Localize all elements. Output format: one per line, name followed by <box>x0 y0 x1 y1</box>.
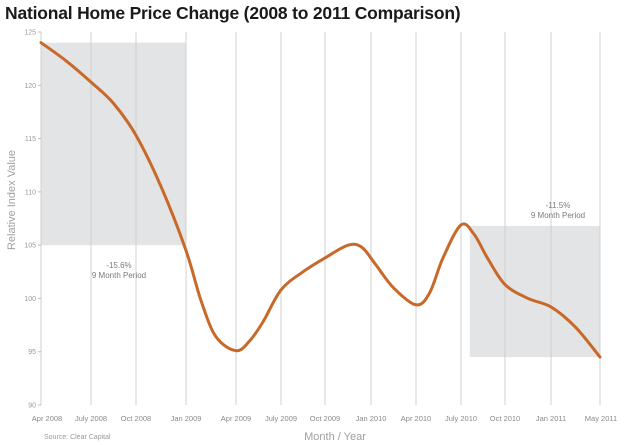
y-tick-label: 115 <box>25 136 36 143</box>
annotation-period-2: 9 Month Period <box>531 211 585 220</box>
y-tick-label: 110 <box>25 189 36 196</box>
annotation-percent-2: -11.5% <box>546 201 571 210</box>
gridlines <box>90 32 601 405</box>
x-tick-label: July 2009 <box>265 414 297 423</box>
shaded-periods <box>41 42 600 358</box>
annotations: -15.6%9 Month Period-11.5%9 Month Period <box>92 201 585 280</box>
y-tick-label: 120 <box>24 83 36 90</box>
y-axis: 125 120 115 110 105 100 95 90 <box>24 30 42 410</box>
x-tick-label: Jan 2009 <box>171 414 202 423</box>
x-tick-label: Apr 2010 <box>401 414 431 423</box>
x-tick-label: Jan 2011 <box>536 414 566 423</box>
y-tick-label: 95 <box>28 349 36 356</box>
annotation-percent-1: -15.6% <box>106 261 131 270</box>
shaded-period-2 <box>469 225 600 358</box>
x-tick-label: May 2011 <box>585 414 617 423</box>
x-tick-label: July 2008 <box>75 414 107 423</box>
x-tick-label: Oct 2009 <box>310 414 340 423</box>
x-tick-label: July 2010 <box>445 414 477 423</box>
y-tick-label: 90 <box>28 403 36 410</box>
y-axis-label: Relative Index Value <box>6 150 18 250</box>
series-line-relative-index <box>39 41 602 359</box>
x-axis: Apr 2008 July 2008 Oct 2008 Jan 2009 Apr 200… <box>32 414 617 423</box>
x-axis-label: Month / Year <box>304 431 366 443</box>
shaded-period-1 <box>41 42 186 246</box>
y-tick-label: 105 <box>24 243 36 250</box>
annotation-period-1: 9 Month Period <box>92 271 146 280</box>
y-tick-label: 100 <box>24 296 36 303</box>
x-tick-label: Apr 2008 <box>32 414 62 423</box>
x-tick-label: Jan 2010 <box>356 414 387 423</box>
x-tick-label: Oct 2010 <box>490 414 520 423</box>
x-tick-label: Apr 2009 <box>221 414 251 423</box>
chart-title: National Home Price Change (2008 to 2011… <box>5 3 461 23</box>
source-note: Source: Clear Capital <box>44 434 111 441</box>
y-tick-label: 125 <box>24 30 36 37</box>
x-tick-label: Oct 2008 <box>121 414 151 423</box>
